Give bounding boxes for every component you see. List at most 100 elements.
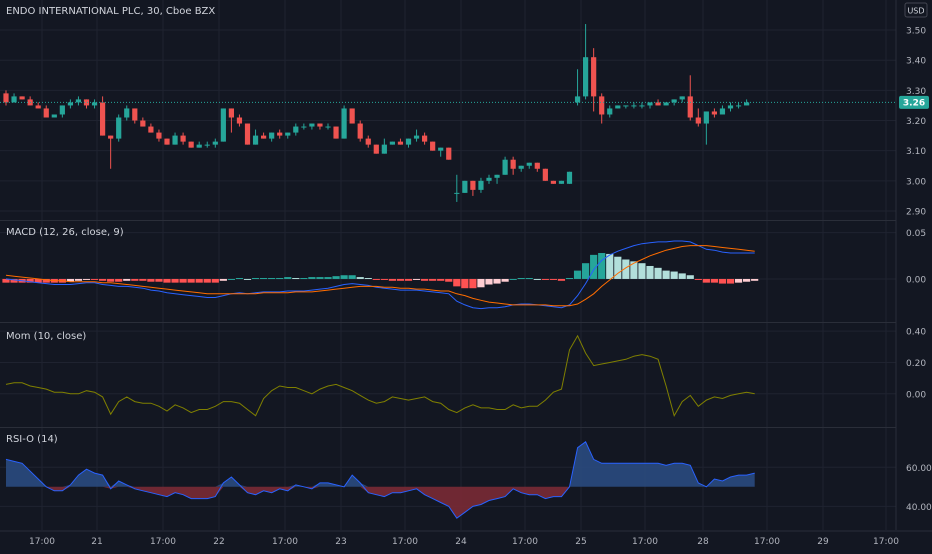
macd-pane[interactable] bbox=[2, 240, 759, 310]
x-tick-label: 17:00 bbox=[29, 537, 55, 547]
macd-histogram-bar bbox=[461, 278, 469, 289]
candle-body bbox=[228, 108, 234, 118]
macd-histogram-bar bbox=[582, 263, 590, 279]
candle-body bbox=[156, 132, 162, 139]
candle bbox=[19, 96, 25, 100]
candle-body bbox=[631, 105, 637, 107]
candle-body bbox=[333, 126, 339, 139]
candle-body bbox=[357, 123, 363, 139]
candle bbox=[502, 156, 508, 175]
candle bbox=[526, 162, 532, 169]
candle-body bbox=[325, 126, 331, 128]
candle-body bbox=[11, 96, 17, 103]
candle bbox=[599, 93, 605, 124]
candle-body bbox=[397, 141, 404, 145]
candle bbox=[325, 123, 331, 130]
time-axis[interactable]: 17:00 21 17:00 22 17:00 23 17:00 24 17:00 25 17:00… bbox=[0, 530, 932, 547]
macd-histogram-bar bbox=[477, 278, 485, 288]
candle-body bbox=[349, 108, 355, 124]
momentum-y-tick-label: 0.40 bbox=[906, 328, 926, 338]
macd-histogram-bar bbox=[82, 278, 91, 280]
candle bbox=[3, 90, 9, 106]
candle-body bbox=[212, 141, 218, 145]
candle-body bbox=[405, 138, 412, 145]
candle-body bbox=[422, 135, 428, 142]
rsi-y-tick-label: 40.00 bbox=[906, 503, 932, 513]
candle-body bbox=[454, 192, 460, 194]
candle-body bbox=[639, 105, 645, 107]
last-price-value: 3.26 bbox=[903, 98, 925, 108]
symbol-title[interactable]: ENDO INTERNATIONAL PLC, 30, Cboe BZX bbox=[6, 6, 215, 17]
macd-histogram-bar bbox=[469, 278, 477, 289]
candle-body bbox=[591, 57, 597, 97]
candle bbox=[317, 123, 323, 130]
candle-body bbox=[172, 135, 178, 145]
rsi-pane[interactable] bbox=[5, 441, 755, 519]
price-y-tick-label: 3.10 bbox=[906, 147, 926, 157]
x-tick-label: 21 bbox=[91, 537, 102, 547]
macd-histogram-bar bbox=[243, 278, 252, 280]
candle-body bbox=[75, 99, 82, 103]
candle bbox=[591, 48, 597, 112]
candle-body bbox=[663, 102, 669, 106]
candle-body bbox=[727, 105, 734, 109]
candle-body bbox=[583, 57, 589, 97]
macd-histogram-bar bbox=[276, 278, 284, 280]
macd-histogram-bar bbox=[171, 278, 179, 283]
macd-histogram-bar bbox=[356, 277, 364, 279]
candle bbox=[574, 69, 581, 106]
candle bbox=[631, 102, 637, 109]
candle-body bbox=[607, 108, 613, 115]
macd-histogram-bar bbox=[517, 278, 525, 280]
candle-body bbox=[599, 96, 605, 115]
rsi-legend[interactable]: RSI-O (14) bbox=[6, 434, 58, 445]
momentum-pane[interactable] bbox=[5, 334, 755, 418]
macd-histogram-bar bbox=[686, 275, 694, 279]
x-tick-label: 17:00 bbox=[754, 537, 780, 547]
price-axis[interactable]: 3.50 3.40 3.30 3.20 3.10 3.00 2.90 0.05 0.00 0.40… bbox=[895, 0, 932, 530]
macd-histogram-bar bbox=[300, 278, 308, 280]
candle bbox=[51, 114, 57, 118]
momentum-y-tick-label: 0.00 bbox=[906, 390, 926, 400]
candle bbox=[269, 132, 275, 142]
macd-histogram-bar bbox=[630, 261, 638, 279]
candle-body bbox=[430, 141, 436, 151]
macd-histogram-bar bbox=[155, 278, 163, 282]
candle-body bbox=[735, 105, 742, 107]
candle bbox=[91, 99, 98, 109]
candle bbox=[212, 138, 218, 148]
macd-line bbox=[5, 240, 755, 310]
macd-y-tick-label: 0.05 bbox=[906, 229, 926, 239]
candle bbox=[663, 102, 669, 106]
macd-histogram-bar bbox=[485, 278, 493, 285]
candle bbox=[679, 96, 685, 103]
candle bbox=[124, 105, 130, 121]
candle-body bbox=[277, 132, 283, 136]
candle bbox=[341, 105, 347, 139]
candle bbox=[639, 102, 645, 109]
candle bbox=[534, 162, 540, 172]
candle-body bbox=[196, 144, 202, 148]
macd-histogram-bar bbox=[268, 278, 276, 280]
currency-button[interactable]: USD bbox=[904, 2, 928, 18]
x-tick-label: 28 bbox=[697, 537, 709, 547]
macd-histogram-bar bbox=[308, 277, 316, 279]
candle bbox=[735, 102, 742, 109]
candle bbox=[75, 96, 82, 106]
candle bbox=[510, 156, 516, 175]
macd-histogram-bar bbox=[115, 278, 123, 282]
candle-body bbox=[204, 144, 210, 146]
macd-histogram-bar bbox=[34, 278, 42, 283]
price-pane[interactable] bbox=[0, 24, 896, 202]
candle-body bbox=[655, 102, 661, 106]
macd-histogram-bar bbox=[590, 254, 598, 279]
macd-histogram-bar bbox=[388, 278, 396, 281]
macd-legend[interactable]: MACD (12, 26, close, 9) bbox=[6, 227, 124, 238]
momentum-legend[interactable]: Mom (10, close) bbox=[6, 331, 86, 342]
candle bbox=[518, 165, 524, 172]
macd-histogram-bar bbox=[710, 278, 718, 283]
candle-body bbox=[413, 135, 420, 139]
